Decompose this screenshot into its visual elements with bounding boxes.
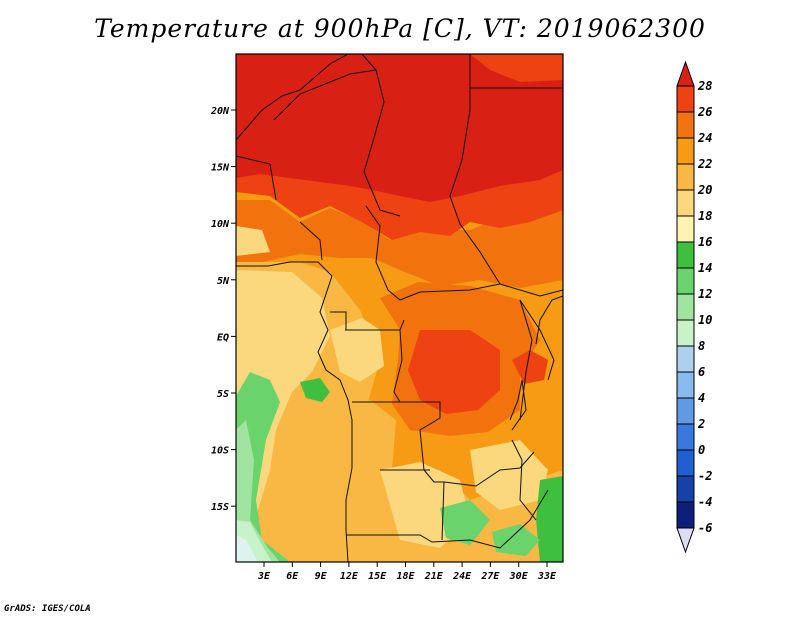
colorbar-swatch [676, 449, 695, 477]
lat-label: 10S [211, 446, 229, 457]
colorbar-label: 26 [697, 105, 712, 119]
colorbar-label: 28 [697, 79, 712, 93]
lon-label: 18E [396, 571, 415, 582]
political-boundaries [236, 54, 563, 562]
colorbar-swatch [676, 137, 695, 165]
colorbar-label: 20 [697, 183, 712, 197]
lat-label: EQ [217, 332, 229, 343]
colorbar-swatch [676, 475, 695, 503]
colorbar-swatch [676, 267, 695, 295]
colorbar-label: 0 [698, 443, 705, 457]
latitude-ticks: 20N 15N 10N 5N EQ 5S 10S 15S [210, 106, 236, 513]
colorbar-swatch [676, 423, 695, 451]
lat-label: 15S [211, 502, 229, 513]
colorbar-swatch [676, 501, 695, 529]
colorbar-swatch [676, 215, 695, 243]
lat-label: 15N [211, 163, 230, 174]
colorbar-swatch [676, 397, 695, 425]
colorbar-label: 14 [698, 261, 712, 275]
lon-label: 30E [509, 571, 529, 582]
lon-label: 6E [286, 571, 299, 582]
colorbar-label: 12 [698, 287, 712, 301]
colorbar-top-arrow [676, 60, 695, 87]
colorbar-label: 16 [698, 235, 712, 249]
lat-label: 5N [217, 276, 230, 287]
colorbar-swatch [676, 163, 695, 191]
colorbar-label: 2 [697, 417, 705, 431]
lon-label: 12E [340, 571, 359, 582]
lat-label: 20N [210, 106, 230, 117]
longitude-ticks: 3E 6E 9E 12E 15E 18E 21E 24E 27E 30E 33E [257, 562, 557, 582]
temperature-field [236, 54, 563, 562]
colorbar-swatch [676, 371, 695, 399]
colorbar-label: 4 [698, 391, 705, 405]
colorbar-swatch [676, 345, 695, 373]
colorbar-swatch [676, 241, 695, 269]
colorbar-label: 10 [698, 313, 712, 327]
lat-label: 5S [217, 389, 229, 400]
colorbar-swatch [676, 111, 695, 139]
colorbar-label: 24 [697, 131, 712, 145]
colorbar-label: 6 [698, 365, 705, 379]
grads-credit: GrADS: IGES/COLA [4, 604, 91, 614]
lon-label: 3E [257, 571, 271, 582]
lon-label: 21E [424, 571, 444, 582]
lon-label: 27E [480, 571, 500, 582]
colorbar-label: -2 [698, 469, 712, 483]
map-frame [235, 53, 564, 563]
colorbar-label: 8 [698, 339, 705, 353]
lat-label: 10N [211, 219, 230, 230]
colorbar-swatch [676, 293, 695, 321]
colorbar-swatch [676, 189, 695, 217]
colorbar-label: -6 [698, 521, 712, 535]
colorbar-bottom-arrow [676, 527, 695, 554]
colorbar-swatch [676, 85, 695, 113]
colorbar-label: 22 [697, 157, 712, 171]
colorbar-label: -4 [698, 495, 712, 509]
lon-label: 9E [315, 571, 328, 582]
colorbar-label: 18 [698, 209, 712, 223]
lon-label: 15E [368, 571, 387, 582]
colorbar-swatch [676, 319, 695, 347]
lon-label: 24E [452, 571, 472, 582]
map-title: Temperature at 900hPa [C], VT: 201906230… [94, 14, 706, 43]
lon-label: 33E [537, 571, 557, 582]
